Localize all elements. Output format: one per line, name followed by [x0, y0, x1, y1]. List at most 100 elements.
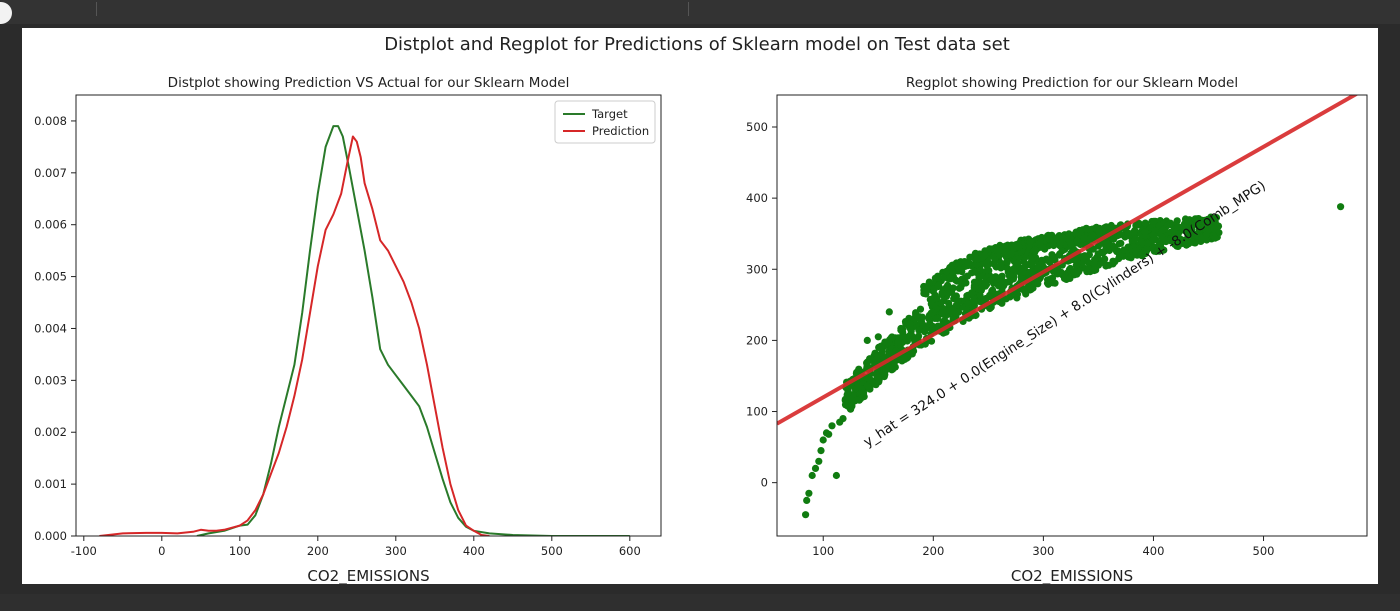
y-tick-label: 400	[746, 191, 768, 205]
x-tick-label: 100	[812, 544, 834, 558]
y-tick-label: 300	[746, 262, 768, 276]
scatter-point	[1066, 274, 1074, 282]
scatter-point	[874, 374, 882, 382]
x-tick-label: 200	[307, 544, 329, 558]
series-line-target	[196, 125, 630, 536]
scatter-point	[1051, 279, 1059, 287]
bottom-strip	[0, 594, 1400, 611]
scatter-point	[958, 268, 966, 276]
scatter-point	[971, 249, 980, 257]
scatter-point	[921, 328, 929, 336]
x-tick-label: 500	[541, 544, 563, 558]
scatter-point	[1174, 223, 1182, 231]
scatter-point	[1054, 233, 1062, 241]
scatter-point	[1210, 225, 1218, 233]
scatter-point	[962, 279, 970, 287]
scatter-point	[1101, 247, 1109, 255]
scatter-point	[874, 333, 882, 341]
y-tick-label: 0.003	[34, 373, 67, 387]
scatter-point	[1072, 228, 1080, 236]
scatter-point	[825, 430, 833, 438]
scatter-point	[964, 300, 972, 308]
scatter-point	[1064, 235, 1072, 243]
scatter-point	[1117, 239, 1125, 247]
scatter-point	[1182, 226, 1190, 234]
x-axis-label: CO2_EMISSIONS	[307, 567, 429, 584]
scatter-point	[925, 314, 933, 322]
scatter-point	[1095, 228, 1103, 236]
scatter-point	[972, 260, 981, 269]
scatter-point	[1124, 229, 1132, 237]
scatter-point	[1168, 229, 1176, 237]
scatter-point	[1211, 234, 1219, 242]
scatter-point	[1072, 256, 1081, 265]
scatter-point	[1144, 239, 1152, 248]
scatter-point	[1048, 251, 1056, 259]
scatter-point	[866, 355, 874, 363]
scatter-point	[986, 304, 994, 313]
x-tick-label: -100	[71, 544, 97, 558]
scatter-point	[1131, 247, 1139, 255]
x-tick-label: 200	[922, 544, 944, 558]
scatter-point	[1046, 258, 1054, 266]
x-axis-label: CO2_EMISSIONS	[1011, 567, 1133, 584]
scatter-point	[955, 259, 963, 268]
scatter-point	[1135, 219, 1143, 227]
x-tick-label: 100	[229, 544, 251, 558]
figure-canvas: Distplot and Regplot for Predictions of …	[34, 34, 1368, 584]
scatter-point	[1158, 233, 1166, 241]
scatter-point	[1130, 236, 1138, 245]
scatter-point	[1010, 243, 1018, 251]
scatter-point	[866, 376, 874, 384]
scatter-point	[1036, 239, 1044, 247]
scatter-point	[949, 284, 957, 292]
scatter-point	[1208, 216, 1216, 224]
scatter-point	[1116, 230, 1124, 239]
y-tick-label: 0.006	[34, 218, 67, 232]
series-line-prediction	[99, 135, 490, 536]
top-toolbar	[0, 0, 1400, 24]
scatter-point	[931, 274, 940, 282]
scatter-point	[885, 308, 893, 316]
scatter-point	[1103, 240, 1111, 248]
scatter-point	[887, 334, 895, 342]
scatter-point	[940, 273, 949, 281]
scatter-point	[908, 350, 916, 358]
scatter-point	[1038, 256, 1046, 264]
scatter-point	[1198, 234, 1206, 242]
scatter-point	[1195, 215, 1203, 223]
scatter-point	[1101, 224, 1109, 232]
scatter-point	[973, 255, 981, 263]
scatter-point	[832, 471, 841, 480]
scatter-point	[844, 389, 852, 397]
scatter-point	[878, 349, 886, 357]
scatter-point	[1055, 251, 1063, 259]
scatter-point	[817, 447, 825, 455]
scatter-point	[992, 263, 1000, 271]
scatter-point	[1007, 250, 1015, 258]
distplot-axes: Distplot showing Prediction VS Actual fo…	[34, 75, 662, 584]
legend: Target Prediction	[554, 100, 656, 144]
regression-line	[777, 95, 1359, 426]
cell-indicator-icon[interactable]	[0, 2, 12, 24]
scatter-point	[930, 285, 938, 293]
scatter-point	[1031, 246, 1039, 254]
toolbar-separator	[96, 2, 97, 16]
scatter-point	[815, 457, 823, 465]
scatter-point	[1141, 219, 1149, 227]
scatter-point	[916, 305, 925, 313]
scatter-point	[839, 415, 847, 423]
regplot-axes: Regplot showing Prediction for our Sklea…	[746, 75, 1368, 584]
scatter-point	[986, 291, 994, 299]
scatter-point	[1083, 268, 1091, 276]
y-tick-label: 500	[746, 120, 768, 134]
chart-title: Regplot showing Prediction for our Sklea…	[906, 75, 1238, 91]
scatter-point	[1159, 226, 1167, 234]
y-tick-label: 0	[761, 476, 768, 490]
legend-label: Target	[591, 107, 628, 121]
scatter-point	[914, 314, 922, 322]
scatter-point	[989, 286, 997, 294]
scatter-point	[938, 289, 947, 297]
legend-label: Prediction	[592, 124, 649, 138]
scatter-point	[987, 276, 995, 284]
